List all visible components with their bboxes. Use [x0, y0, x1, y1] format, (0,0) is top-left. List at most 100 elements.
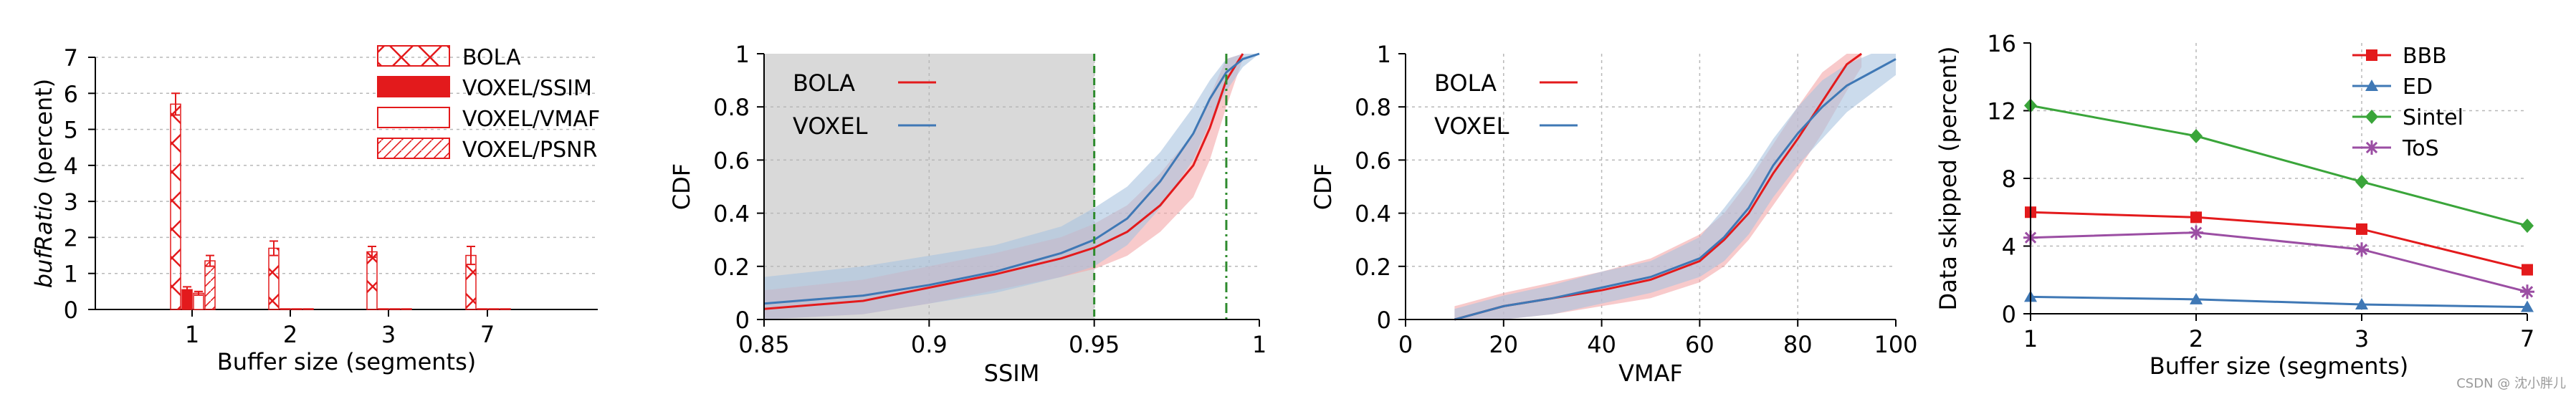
y-tick-label: 7 — [64, 44, 78, 72]
x-tick-label: 20 — [1489, 331, 1518, 358]
error-bar — [183, 286, 191, 294]
cdf-line-voxel — [1454, 58, 1897, 321]
confidence-band-bola — [764, 54, 1243, 319]
legend-swatch — [377, 76, 450, 97]
legend-swatch — [377, 107, 450, 128]
x-tick-label: 7 — [480, 321, 495, 348]
bar-bola — [366, 251, 378, 310]
y-tick-label: 1 — [64, 261, 78, 288]
legend-label: VOXEL/SSIM — [462, 76, 592, 101]
legend-marker — [2366, 49, 2377, 61]
x-tick-label: 1 — [1252, 331, 1266, 358]
watermark-text: CSDN @ 沈小胖儿 — [2456, 376, 2566, 391]
x-tick-label: 3 — [381, 321, 396, 348]
x-tick-label: 60 — [1685, 331, 1714, 358]
x-axis-title: SSIM — [984, 360, 1040, 387]
legend-marker — [2365, 110, 2378, 124]
legend-label: BOLA — [793, 69, 855, 97]
x-tick-label: 40 — [1587, 331, 1616, 358]
x-tick-label: 2 — [2189, 325, 2203, 352]
legend-label: BBB — [2403, 44, 2447, 69]
cdf-line-voxel — [763, 52, 1260, 305]
x-tick-label: 0.9 — [911, 331, 948, 358]
data-point-sintel — [2190, 128, 2203, 143]
y-axis-title-italic: bufRatio — [30, 191, 57, 288]
data-point-tos — [2355, 242, 2369, 257]
y-tick-label: 2 — [64, 224, 78, 251]
series-line-bbb — [2030, 211, 2528, 272]
legend-label: VOXEL/VMAF — [462, 107, 600, 132]
y-tick-label: 1 — [735, 41, 750, 68]
legend-label: VOXEL — [1434, 112, 1509, 140]
data-point-ed — [2355, 298, 2368, 310]
y-tick-label: 0.4 — [713, 201, 750, 228]
legend-swatch — [377, 138, 450, 159]
data-point-bbb — [2356, 223, 2367, 235]
y-tick-label: 4 — [2002, 234, 2016, 261]
legend-label: VOXEL — [793, 112, 868, 140]
x-axis-title: VMAF — [1618, 360, 1683, 387]
legend-label: ToS — [2402, 136, 2439, 161]
y-tick-label: 3 — [64, 188, 78, 216]
error-bar — [269, 240, 278, 256]
y-axis-title: CDF — [668, 163, 695, 210]
error-bar — [467, 246, 475, 266]
y-tick-label: 0.6 — [1355, 147, 1391, 174]
y-tick-label: 0 — [64, 297, 78, 324]
data-point-tos — [2189, 225, 2203, 240]
x-tick-label: 1 — [185, 321, 199, 348]
y-tick-label: 1 — [1377, 41, 1391, 68]
legend-marker — [2365, 80, 2378, 91]
y-tick-label: 0 — [2002, 301, 2016, 328]
error-bar — [206, 254, 214, 267]
x-tick-label: 100 — [1874, 331, 1917, 358]
legend-label: VOXEL/PSNR — [462, 138, 597, 163]
y-tick-label: 0 — [735, 307, 750, 334]
y-tick-label: 8 — [2002, 165, 2016, 193]
y-tick-label: 0.6 — [713, 147, 750, 174]
series-line-sintel — [2030, 104, 2528, 227]
y-tick-label: 0.2 — [713, 254, 750, 281]
legend-label: BOLA — [462, 45, 521, 70]
legend-label: BOLA — [1434, 69, 1497, 97]
bar-bola — [170, 103, 181, 310]
y-tick-label: 0.8 — [1355, 94, 1391, 121]
error-bar — [171, 92, 180, 116]
y-tick-label: 5 — [64, 117, 78, 144]
y-tick-label: 0 — [1377, 307, 1391, 334]
data-point-bbb — [2190, 211, 2202, 224]
legend-label: Sintel — [2403, 105, 2463, 130]
legend-label: ED — [2403, 75, 2433, 100]
y-axis-title-rest: (percent) — [30, 79, 57, 192]
cdf-line-bola — [763, 53, 1244, 310]
x-tick-label: 0.85 — [738, 331, 789, 358]
x-axis-title: Buffer size (segments) — [2150, 352, 2409, 380]
data-point-tos — [2520, 284, 2534, 299]
error-bar — [368, 246, 376, 259]
series-line-tos — [2030, 231, 2528, 293]
vmaf-cdf-chart: 0 0.2 0.4 0.6 0.8 1 0 20 40 60 80 100 VMAF CDF BOLA VOX… — [1310, 41, 1918, 387]
legend-swatch — [377, 45, 450, 67]
bar-voxel-psnr — [204, 260, 216, 310]
y-tick-label: 0.8 — [713, 94, 750, 121]
data-point-ed — [2521, 300, 2534, 312]
data-point-ed — [2190, 292, 2203, 304]
confidence-band-voxel — [1454, 54, 1896, 319]
bar-bola — [268, 247, 280, 310]
x-tick-label: 1 — [2023, 325, 2038, 352]
y-tick-label: 6 — [64, 80, 78, 107]
x-tick-label: 80 — [1783, 331, 1813, 358]
y-tick-label: 12 — [1987, 98, 2016, 125]
series-line-ed — [2030, 295, 2528, 309]
legend-marker — [2365, 140, 2379, 155]
x-tick-label: 2 — [283, 321, 297, 348]
y-axis-title: CDF — [1310, 163, 1337, 210]
y-tick-label: 0.4 — [1355, 201, 1391, 228]
x-tick-label: 3 — [2355, 325, 2369, 352]
y-tick-label: 4 — [64, 153, 78, 180]
y-tick-label: 0.2 — [1355, 254, 1391, 281]
ssim-cdf-chart: 0 0.2 0.4 0.6 0.8 1 0.85 0.9 0.95 1 SSIM CDF BOLA VOX… — [668, 41, 1266, 387]
x-tick-label: 0 — [1398, 331, 1413, 358]
